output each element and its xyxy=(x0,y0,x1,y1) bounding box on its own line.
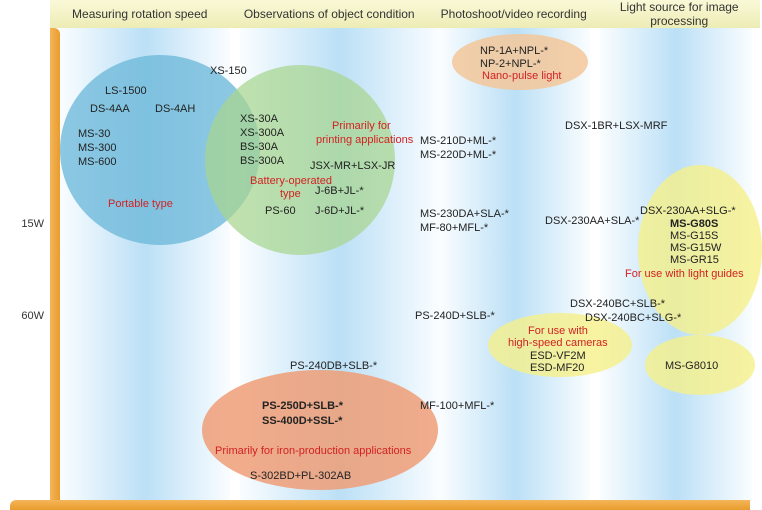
product-label: MS-600 xyxy=(78,156,117,168)
category-label: Portable type xyxy=(108,198,173,210)
category-label: For use with xyxy=(528,325,588,337)
product-label: NP-1A+NPL-* xyxy=(480,45,548,57)
product-label: MS-220D+ML-* xyxy=(420,149,496,161)
axis-footer xyxy=(10,500,750,510)
product-label: MS-G15S xyxy=(670,230,718,242)
product-label: MS-30 xyxy=(78,128,110,140)
axis-vertical xyxy=(50,28,60,502)
product-label: DS-4AH xyxy=(155,103,195,115)
product-label: J-6D+JL-* xyxy=(315,205,364,217)
product-label: DSX-1BR+LSX-MRF xyxy=(565,120,667,132)
product-label: LS-1500 xyxy=(105,85,147,97)
product-label: DS-4AA xyxy=(90,103,130,115)
category-label: Primarily for iron-production applicatio… xyxy=(215,445,411,457)
category-label: For use with light guides xyxy=(625,268,744,280)
product-label: MS-210D+ML-* xyxy=(420,135,496,147)
product-label: ESD-MF20 xyxy=(530,362,584,374)
header-row: Measuring rotation speedObservations of … xyxy=(50,0,760,28)
axis-tick-1: 60W xyxy=(4,310,44,322)
product-label: PS-250D+SLB-* xyxy=(262,400,343,412)
header-col-1: Observations of object condition xyxy=(230,7,429,21)
product-label: DSX-230AA+SLG-* xyxy=(640,205,736,217)
product-label: NP-2+NPL-* xyxy=(480,58,541,70)
header-col-2: Photoshoot/video recording xyxy=(429,7,599,21)
axis-tick-0: 15W xyxy=(4,218,44,230)
category-label: Nano-pulse light xyxy=(482,70,562,82)
product-label: MF-100+MFL-* xyxy=(420,400,494,412)
product-label: J-6B+JL-* xyxy=(315,185,364,197)
product-label: MF-80+MFL-* xyxy=(420,222,488,234)
product-label: XS-30A xyxy=(240,113,278,125)
product-label: PS-240D+SLB-* xyxy=(415,310,495,322)
product-label: PS-60 xyxy=(265,205,296,217)
product-label: BS-300A xyxy=(240,155,284,167)
product-label: MS-G8010 xyxy=(665,360,718,372)
product-label: PS-240DB+SLB-* xyxy=(290,360,377,372)
header-col-3: Light source for image processing xyxy=(598,0,760,28)
product-label: MS-300 xyxy=(78,142,117,154)
product-label: BS-30A xyxy=(240,141,278,153)
product-label: MS-G80S xyxy=(670,218,718,230)
category-label: type xyxy=(280,188,301,200)
product-label: JSX-MR+LSX-JR xyxy=(310,160,395,172)
product-label: DSX-240BC+SLB-* xyxy=(570,298,665,310)
product-label: SS-400D+SSL-* xyxy=(262,415,342,427)
header-col-0: Measuring rotation speed xyxy=(50,7,230,21)
product-label: DSX-230AA+SLA-* xyxy=(545,215,639,227)
category-label: high-speed cameras xyxy=(508,337,608,349)
product-label: DSX-240BC+SLG-* xyxy=(585,312,681,324)
product-label: XS-150 xyxy=(210,65,247,77)
category-label: Primarily for xyxy=(332,120,391,132)
product-label: MS-GR15 xyxy=(670,254,719,266)
diagram-canvas: Measuring rotation speedObservations of … xyxy=(0,0,762,510)
product-label: XS-300A xyxy=(240,127,284,139)
product-label: MS-230DA+SLA-* xyxy=(420,208,509,220)
category-label: printing applications xyxy=(316,134,413,146)
product-label: MS-G15W xyxy=(670,242,721,254)
product-label: S-302BD+PL-302AB xyxy=(250,470,351,482)
bg-stripe xyxy=(440,28,590,510)
product-label: ESD-VF2M xyxy=(530,350,586,362)
